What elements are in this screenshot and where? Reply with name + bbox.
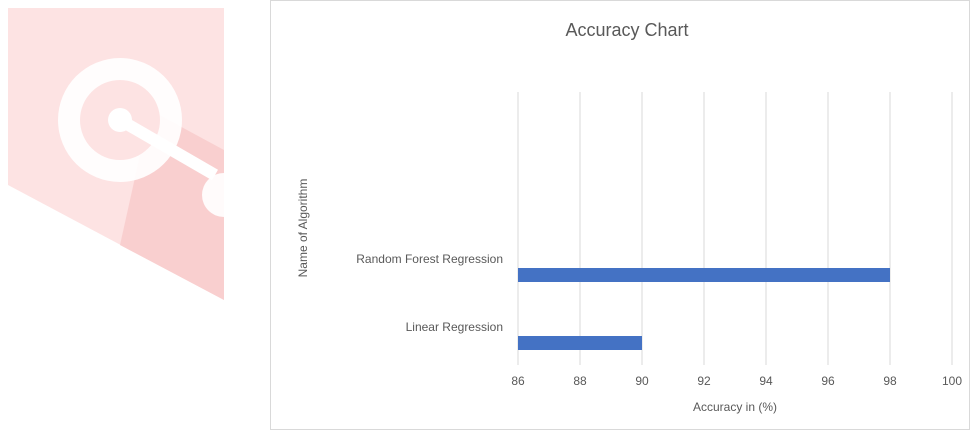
x-tick-label: 88 [573,374,587,388]
x-tick-label: 90 [635,374,649,388]
chart-title: Accuracy Chart [565,20,688,40]
logo-decoration [8,8,246,300]
x-tick-label: 94 [759,374,773,388]
page: Accuracy Chart Accuracy in (%) Name of A… [0,0,970,430]
y-tick-label: Random Forest Regression [356,252,503,266]
x-tick-label: 92 [697,374,711,388]
x-tick-label: 100 [942,374,962,388]
bar [518,268,890,282]
chart-frame [271,1,970,430]
x-tick-label: 86 [511,374,525,388]
y-tick-label: Linear Regression [406,320,503,334]
bar [518,336,642,350]
y-axis-title: Name of Algorithm [296,179,310,278]
x-tick-label: 98 [883,374,897,388]
x-axis-title: Accuracy in (%) [693,400,777,414]
x-tick-label: 96 [821,374,835,388]
